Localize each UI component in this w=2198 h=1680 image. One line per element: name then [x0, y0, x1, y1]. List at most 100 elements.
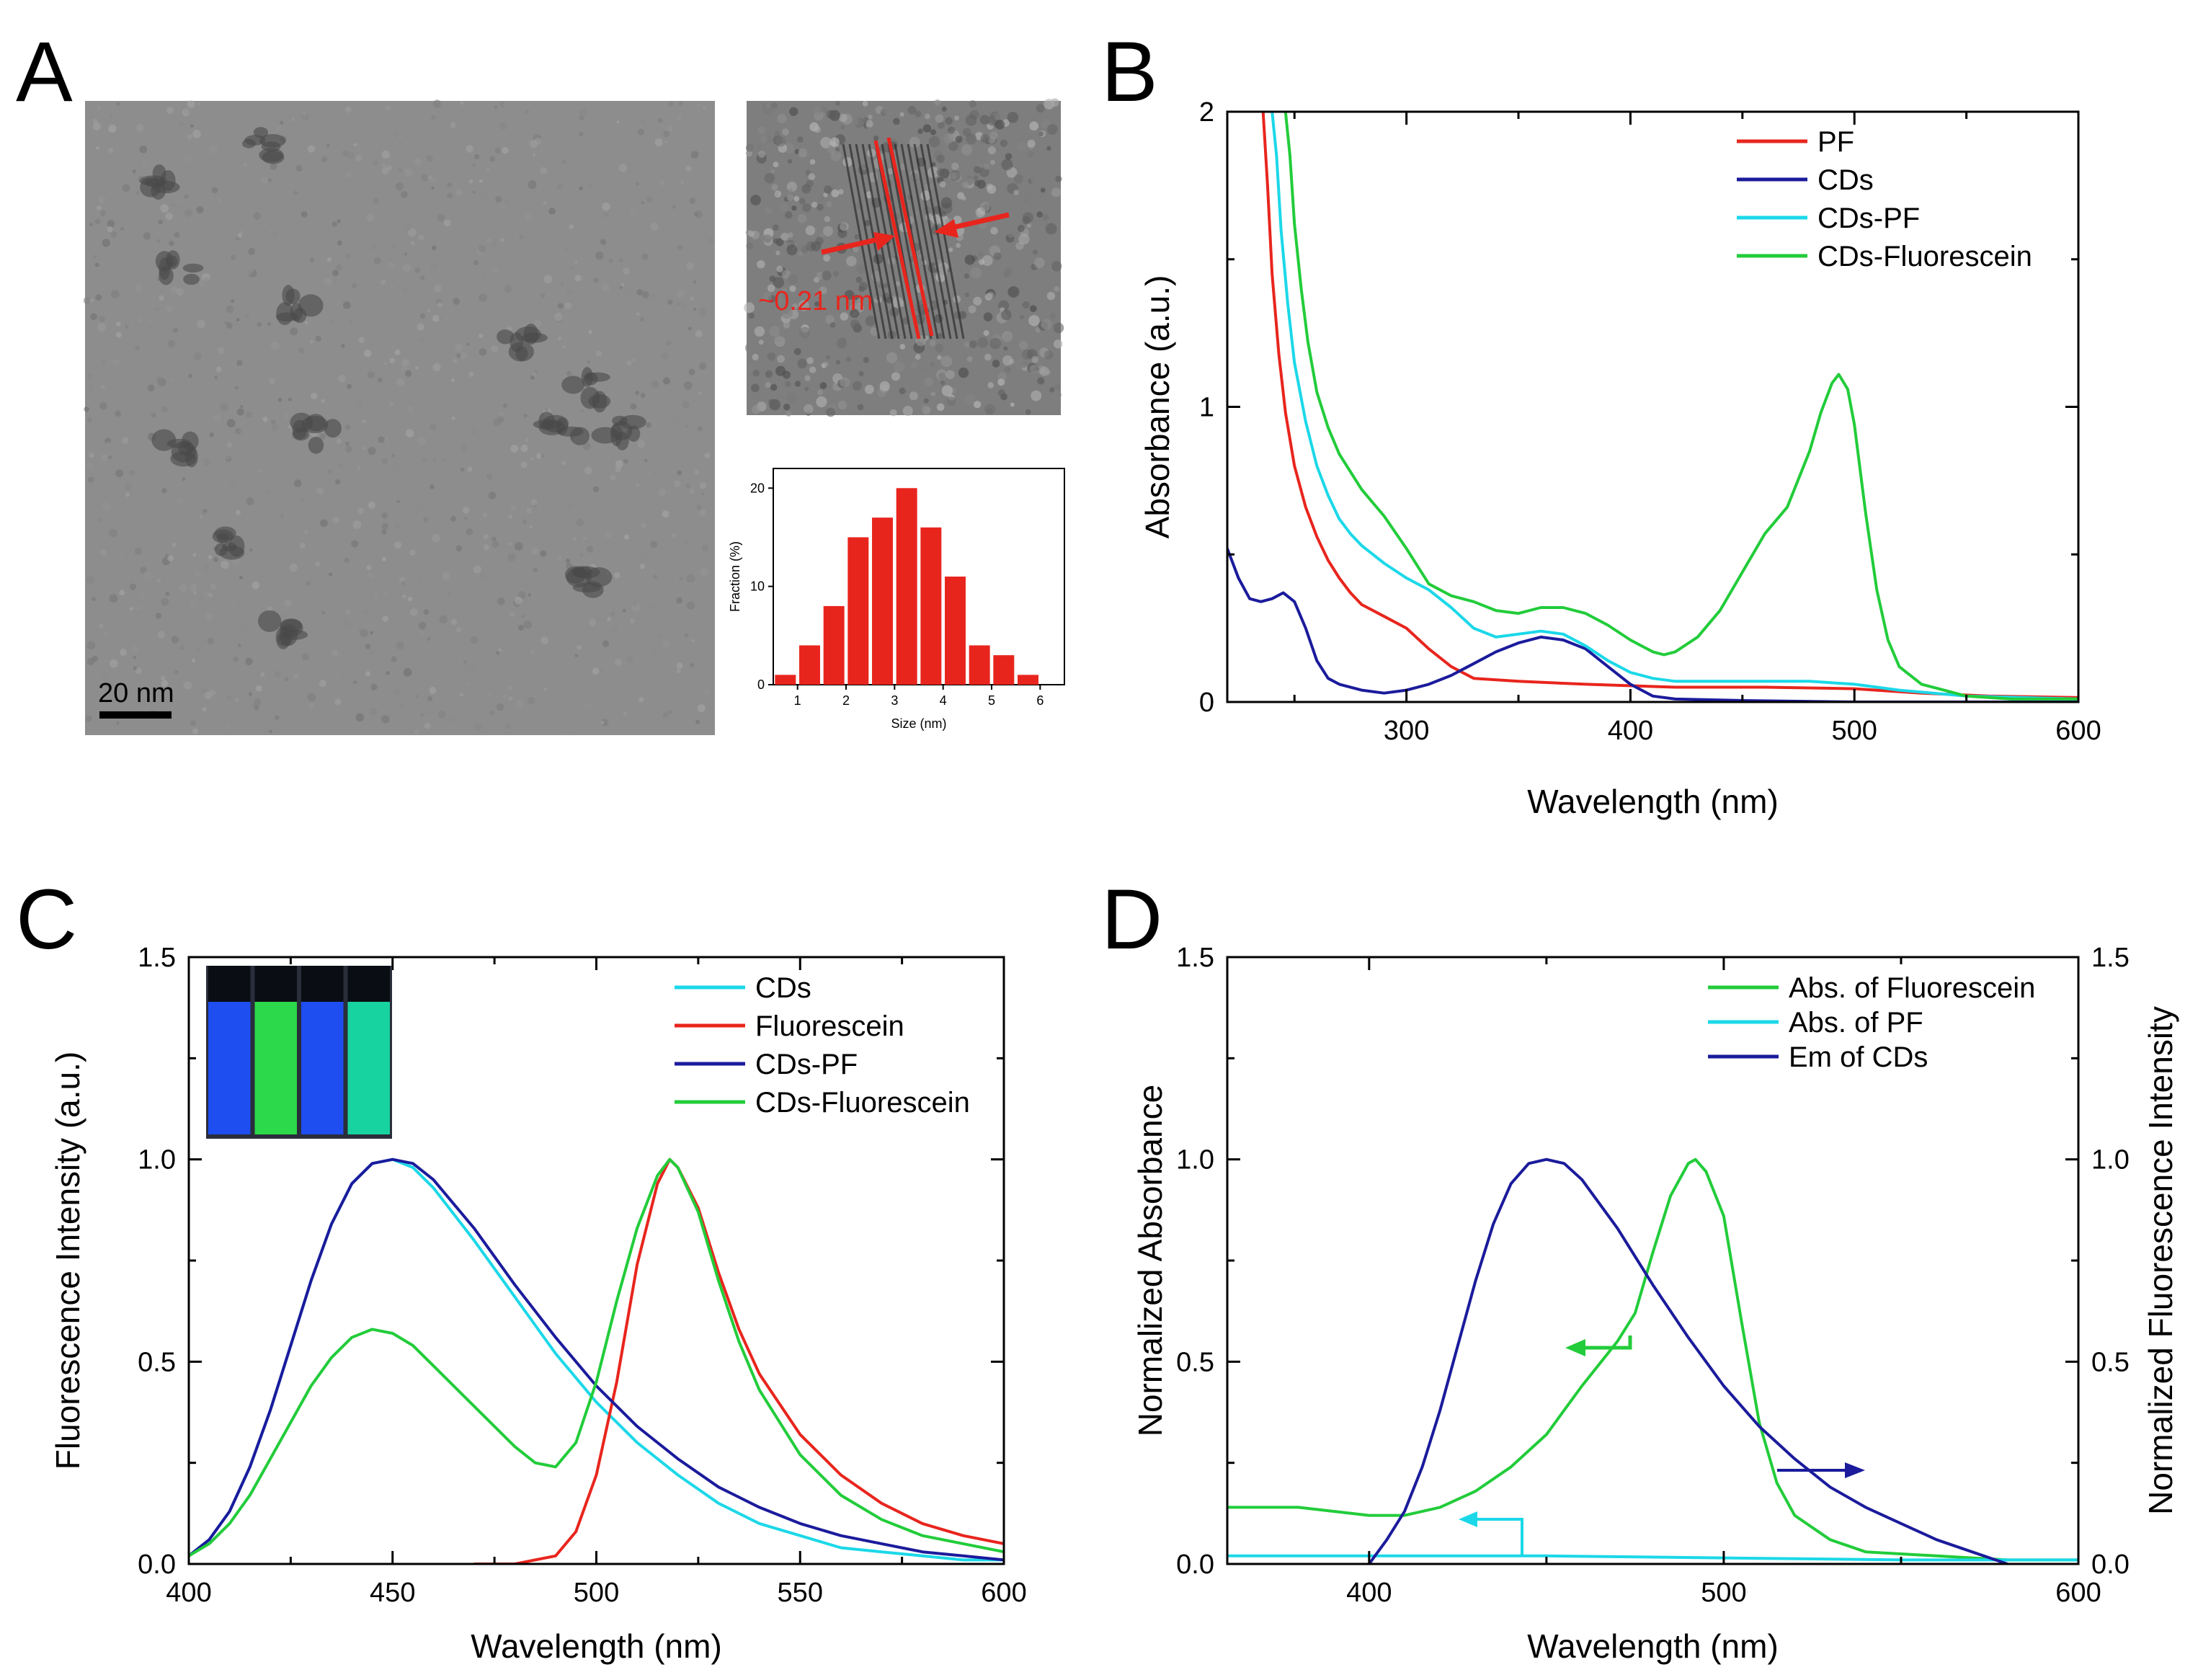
tem-grain: [264, 489, 271, 496]
tem-grain: [174, 232, 180, 239]
tem-grain: [416, 576, 424, 583]
hrtem-grain: [1046, 146, 1051, 151]
hrtem-grain: [770, 383, 778, 391]
y-tick-label: 2: [1199, 97, 1214, 128]
hrtem-grain: [838, 113, 847, 123]
histogram-x-tick-label: 6: [1036, 693, 1044, 708]
tem-grain: [116, 721, 120, 725]
tem-grain: [463, 659, 468, 665]
hrtem-grain: [964, 273, 969, 279]
tem-grain: [231, 254, 236, 260]
hrtem-grain: [961, 195, 966, 201]
tem-particle: [259, 148, 284, 163]
hrtem-grain: [984, 353, 992, 361]
hrtem-grain: [765, 381, 771, 388]
tem-grain: [221, 560, 229, 569]
tem-grain: [483, 533, 489, 540]
tem-grain: [529, 525, 533, 529]
tem-grain: [226, 305, 234, 314]
tem-grain: [248, 692, 253, 696]
hrtem-grain: [929, 339, 936, 347]
tem-grain: [128, 202, 133, 206]
hrtem-grain: [930, 362, 935, 368]
tem-grain: [179, 584, 187, 592]
tem-grain: [338, 375, 346, 383]
tem-grain: [396, 641, 404, 649]
tem-grain: [362, 419, 366, 423]
hrtem-grain: [1004, 366, 1011, 373]
tem-grain: [595, 350, 602, 357]
hrtem-grain: [997, 389, 1005, 397]
tem-image: 20 nm: [83, 99, 715, 735]
tem-grain: [276, 126, 280, 130]
hrtem-grain: [969, 100, 977, 108]
hrtem-grain: [948, 247, 953, 252]
hrtem-grain: [899, 387, 906, 395]
tem-grain: [112, 358, 120, 366]
tem-grain: [197, 102, 200, 106]
tem-grain: [548, 208, 556, 215]
hrtem-grain: [889, 409, 897, 417]
hrtem-grain: [765, 370, 773, 378]
tem-grain: [116, 332, 122, 338]
tem-particle: [573, 566, 600, 579]
tem-grain: [329, 319, 334, 325]
tem-grain: [179, 644, 185, 651]
tem-grain: [455, 627, 462, 633]
tem-grain: [234, 386, 239, 390]
tem-grain: [83, 297, 91, 304]
tem-grain: [166, 107, 174, 115]
tem-grain: [429, 423, 437, 431]
tem-grain: [473, 565, 481, 574]
tem-grain: [677, 114, 682, 120]
tem-grain: [384, 437, 388, 442]
tem-grain: [236, 318, 240, 322]
tem-grain: [237, 233, 242, 239]
tem-grain: [439, 615, 448, 624]
tem-grain: [701, 544, 709, 552]
tem-grain: [618, 258, 623, 262]
tem-grain: [432, 314, 440, 322]
hrtem-grain: [819, 233, 824, 238]
tem-grain: [136, 605, 142, 611]
green-arrowhead: [1565, 1339, 1585, 1356]
hrtem-grain: [791, 205, 797, 211]
tem-grain: [131, 646, 139, 653]
tem-grain: [480, 571, 488, 579]
tem-grain: [102, 502, 110, 511]
hrtem-grain: [786, 244, 798, 256]
hrtem-grain: [1001, 159, 1013, 171]
tem-grain: [257, 469, 262, 474]
tem-grain: [124, 482, 133, 491]
tem-grain: [396, 378, 405, 386]
hrtem-grain: [1005, 153, 1013, 160]
hrtem-grain: [895, 281, 900, 287]
tem-grain: [586, 546, 594, 553]
tem-grain: [272, 231, 277, 237]
lattice-arrowhead-left: [873, 232, 895, 251]
tem-grain: [171, 636, 179, 644]
tem-grain: [650, 293, 657, 301]
hrtem-grain: [769, 275, 776, 283]
tem-grain: [515, 699, 524, 708]
tem-grain: [504, 285, 512, 293]
hrtem-grain: [762, 102, 773, 115]
tem-grain: [584, 703, 592, 711]
tem-grain: [600, 239, 607, 245]
hrtem-grain: [823, 361, 829, 367]
tem-grain: [304, 530, 308, 534]
tem-grain: [486, 237, 493, 244]
tem-grain: [301, 210, 308, 218]
hrtem-grain: [782, 370, 791, 379]
hrtem-grain: [1040, 187, 1046, 193]
tem-grain: [152, 672, 158, 679]
tem-grain: [430, 262, 438, 271]
hrtem-grain: [764, 172, 775, 184]
tem-grain: [531, 499, 538, 506]
tem-grain: [345, 445, 352, 453]
tem-grain: [92, 123, 101, 130]
hrtem-grain: [1018, 142, 1027, 151]
tem-grain: [377, 377, 383, 383]
hrtem-grain: [757, 260, 765, 269]
hrtem-grain: [939, 181, 946, 188]
